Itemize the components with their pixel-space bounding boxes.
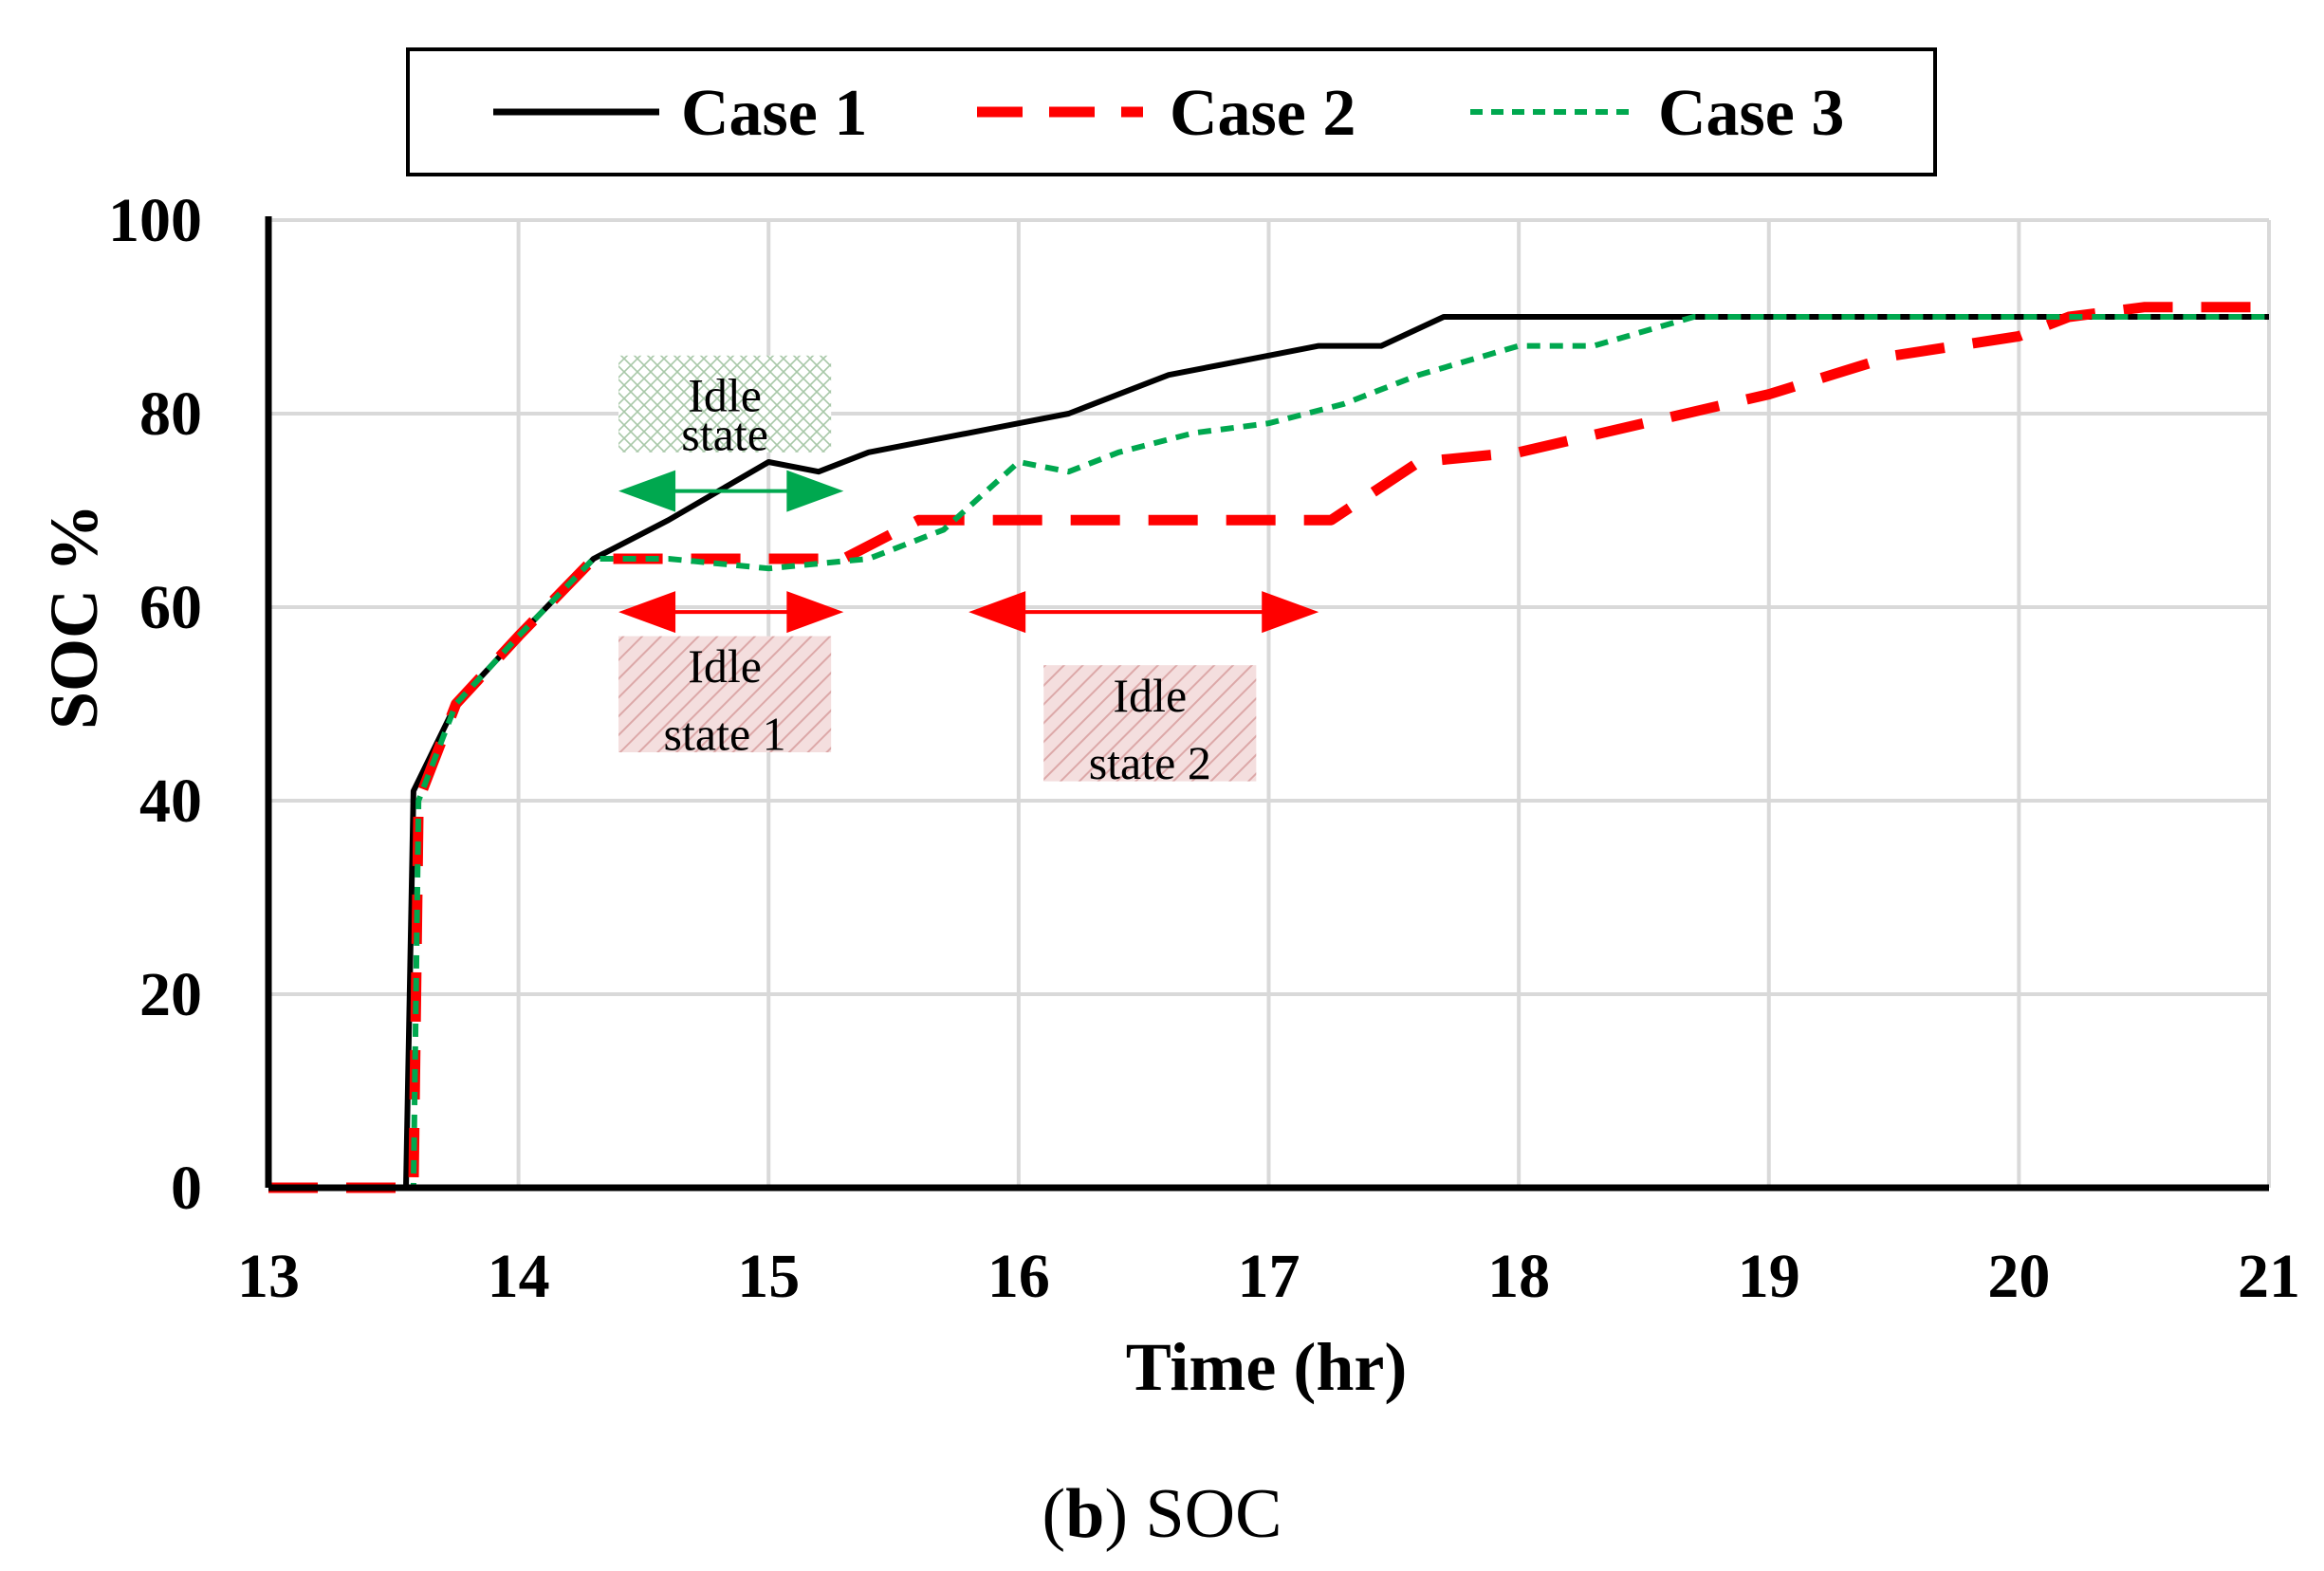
annotation-box-2 <box>618 636 832 752</box>
series-lines <box>268 302 2269 1193</box>
legend-label-case-3: Case 3 <box>1658 77 1844 150</box>
legend-item-case-1: Case 1 <box>493 77 867 150</box>
x-tick-label-17: 17 <box>1238 1242 1300 1311</box>
figure-caption: (b) SOC <box>1042 1475 1282 1553</box>
y-axis-title: SOC % <box>36 504 112 730</box>
legend-item-case-3: Case 3 <box>1470 77 1844 150</box>
y-tick-label-100: 100 <box>108 186 202 255</box>
annotation-label-2-line-1: Idle <box>688 639 762 693</box>
x-tick-label-16: 16 <box>987 1242 1050 1311</box>
y-tick-label-20: 20 <box>139 960 202 1029</box>
annotation-arrowhead-left-2 <box>618 591 676 634</box>
annotation-label-1-line-1: Idle <box>688 369 762 422</box>
x-tick-label-13: 13 <box>237 1242 300 1311</box>
x-tick-label-18: 18 <box>1487 1242 1550 1311</box>
annotation-arrowhead-right-3 <box>1262 591 1319 634</box>
x-axis-title: Time (hr) <box>1126 1329 1408 1405</box>
series-line-case-2 <box>268 302 2269 1193</box>
legend: Case 1 Case 2 Case 3 <box>406 47 1937 176</box>
legend-box <box>406 47 1937 176</box>
legend-label-case-1: Case 1 <box>681 77 867 150</box>
annotation-label-1-line-2: state <box>681 407 768 460</box>
tick-labels: 13 14 15 16 17 18 19 20 21 0 20 40 60 80 100 <box>108 186 2300 1311</box>
annotation-arrowhead-left-1 <box>618 470 676 512</box>
legend-item-case-2: Case 2 <box>977 77 1356 150</box>
y-tick-label-80: 80 <box>139 379 202 449</box>
axes <box>265 216 2269 1192</box>
annotation-box-1 <box>618 355 832 453</box>
annotation-label-3-line-1: Idle <box>1113 669 1187 722</box>
y-tick-label-40: 40 <box>139 767 202 836</box>
annotation-arrowhead-right-1 <box>786 470 844 512</box>
series-line-case-3 <box>268 314 2269 1191</box>
gridlines <box>268 218 2271 1188</box>
x-tick-label-14: 14 <box>488 1242 550 1311</box>
x-tick-label-21: 21 <box>2238 1242 2300 1311</box>
x-tick-label-15: 15 <box>737 1242 800 1311</box>
x-tick-label-20: 20 <box>1987 1242 2050 1311</box>
x-tick-label-19: 19 <box>1738 1242 1800 1311</box>
annotation-label-3-line-2: state 2 <box>1089 736 1211 789</box>
y-tick-label-0: 0 <box>171 1154 202 1223</box>
caption-text: SOC <box>1128 1475 1282 1553</box>
annotation-arrowhead-right-2 <box>786 591 844 634</box>
annotation-box-3 <box>1043 665 1257 782</box>
caption-letter: b <box>1065 1475 1104 1553</box>
annotation-arrows <box>618 470 1319 634</box>
annotation-arrowhead-left-3 <box>968 591 1026 634</box>
annotation-label-2-line-2: state 1 <box>664 708 786 761</box>
legend-label-case-2: Case 2 <box>1170 77 1356 150</box>
y-tick-label-60: 60 <box>139 573 202 642</box>
